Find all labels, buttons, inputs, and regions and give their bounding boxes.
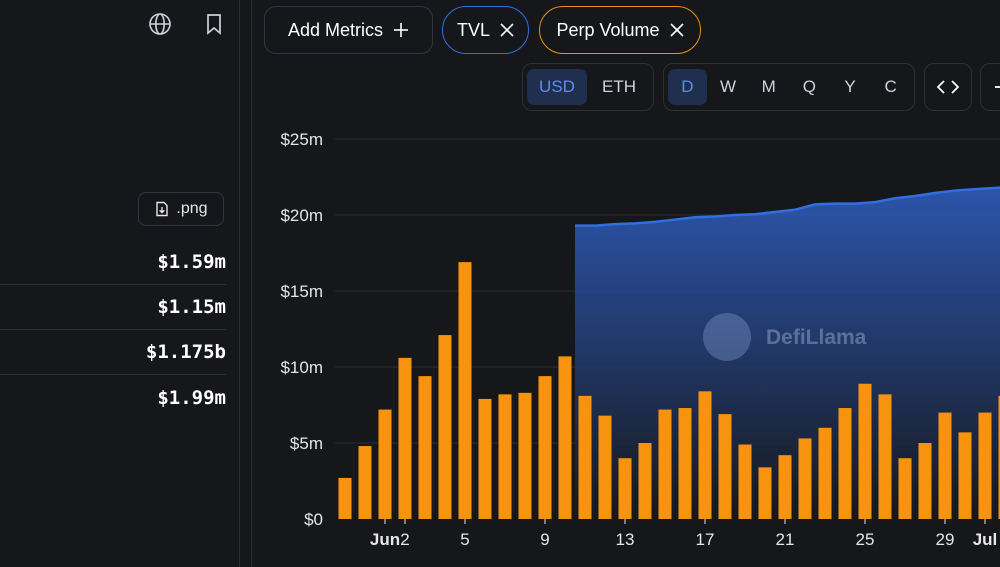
volume-bar — [598, 415, 612, 519]
plus-icon — [394, 23, 409, 37]
volume-bar — [818, 427, 832, 519]
y-tick-label: $25m — [280, 130, 323, 149]
volume-bar — [458, 262, 472, 519]
add-metrics-label: Add Metrics — [287, 19, 384, 40]
volume-bar — [358, 446, 372, 519]
currency-option-usd[interactable]: USD — [527, 69, 587, 105]
volume-bar — [498, 394, 512, 519]
volume-bar — [858, 383, 872, 519]
volume-bar — [838, 408, 852, 519]
volume-bar — [958, 432, 972, 519]
volume-bar — [718, 414, 732, 519]
volume-bar — [438, 335, 452, 519]
volume-bar — [998, 395, 1000, 519]
watermark: DefiLlama — [703, 313, 867, 361]
period-option-q[interactable]: Q — [802, 77, 816, 96]
bookmark-icon[interactable] — [202, 12, 226, 36]
code-icon — [937, 80, 959, 94]
volume-bar — [758, 467, 772, 519]
volume-bar — [798, 438, 812, 519]
x-tick-label: 29 — [936, 530, 955, 549]
volume-bar — [978, 412, 992, 519]
volume-bar — [578, 395, 592, 519]
x-tick-label: 2 — [400, 530, 409, 549]
volume-bar — [518, 392, 532, 519]
add-metrics-button[interactable]: Add Metrics — [264, 6, 433, 54]
currency-option-eth[interactable]: ETH — [602, 77, 636, 96]
period-option-m[interactable]: M — [761, 77, 776, 96]
volume-bar — [618, 458, 632, 519]
period-option-c[interactable]: C — [884, 77, 897, 96]
volume-bar — [778, 455, 792, 519]
minus-icon — [995, 86, 1000, 88]
currency-toggle: USD ETH — [522, 63, 654, 111]
globe-icon[interactable] — [148, 12, 172, 36]
metric-chip-perp-volume[interactable]: Perp Volume — [539, 6, 701, 54]
volume-bar — [918, 443, 932, 519]
volume-bar — [338, 477, 352, 519]
stat-value-3: $1.175b — [0, 330, 226, 375]
more-button[interactable] — [980, 63, 1000, 111]
volume-bar — [878, 394, 892, 519]
volume-bar — [658, 409, 672, 519]
embed-button[interactable] — [924, 63, 972, 111]
volume-bar — [698, 391, 712, 519]
stat-value-2: $1.15m — [0, 285, 226, 330]
tvl-line — [575, 186, 1000, 227]
x-tick-label: 5 — [460, 530, 469, 549]
x-tick-label: 9 — [540, 530, 549, 549]
metric-chip-tvl[interactable]: TVL — [442, 6, 529, 54]
left-panel: .png $1.59m $1.15m $1.175b $1.99m — [0, 0, 240, 567]
volume-bar — [478, 398, 492, 519]
y-tick-label: $20m — [280, 206, 323, 225]
watermark-text: DefiLlama — [766, 326, 867, 349]
period-option-d[interactable]: D — [668, 69, 707, 105]
x-tick-label: Jul — [973, 530, 998, 549]
x-tick-label: 13 — [616, 530, 635, 549]
volume-bar — [398, 357, 412, 519]
y-tick-label: $5m — [290, 434, 323, 453]
metric-chip-label: TVL — [456, 19, 490, 40]
volume-bar — [898, 458, 912, 519]
stat-value-1: $1.59m — [0, 240, 226, 285]
volume-bar — [558, 356, 572, 519]
close-icon[interactable] — [500, 23, 514, 37]
volume-bar — [938, 412, 952, 519]
x-tick-label: 17 — [696, 530, 715, 549]
x-tick-label: 25 — [856, 530, 875, 549]
download-icon — [156, 201, 169, 217]
y-tick-label: $0 — [304, 510, 323, 529]
volume-bar — [538, 376, 552, 519]
period-option-w[interactable]: W — [719, 77, 737, 96]
volume-bar — [638, 443, 652, 519]
png-label: .png — [176, 200, 208, 217]
volume-bar — [738, 444, 752, 519]
metric-chip-label: Perp Volume — [556, 19, 660, 40]
y-tick-label: $10m — [280, 358, 323, 377]
download-png-button[interactable]: .png — [138, 192, 224, 226]
stat-value-4: $1.99m — [157, 386, 226, 409]
y-tick-label: $15m — [280, 282, 323, 301]
period-toggle: D W M Q Y C — [663, 63, 915, 111]
volume-bar — [678, 408, 692, 519]
period-option-y[interactable]: Y — [844, 77, 856, 96]
close-icon[interactable] — [669, 23, 684, 37]
x-tick-label: 21 — [776, 530, 795, 549]
x-tick-label: Jun — [370, 530, 400, 549]
volume-bar — [418, 376, 432, 519]
volume-bar — [378, 409, 392, 519]
